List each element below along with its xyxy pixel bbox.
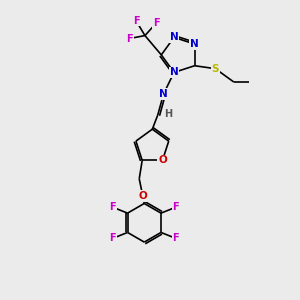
Text: F: F <box>126 34 133 44</box>
Text: O: O <box>138 191 147 201</box>
Text: F: F <box>172 202 179 212</box>
Text: F: F <box>133 16 139 26</box>
Text: N: N <box>170 32 178 42</box>
Text: N: N <box>159 89 168 99</box>
Text: S: S <box>212 64 219 74</box>
Text: N: N <box>170 68 178 77</box>
Text: F: F <box>153 18 160 28</box>
Text: F: F <box>110 202 116 212</box>
Text: F: F <box>172 233 179 243</box>
Text: O: O <box>158 155 167 165</box>
Text: H: H <box>164 109 172 119</box>
Text: N: N <box>190 39 199 49</box>
Text: F: F <box>110 233 116 243</box>
